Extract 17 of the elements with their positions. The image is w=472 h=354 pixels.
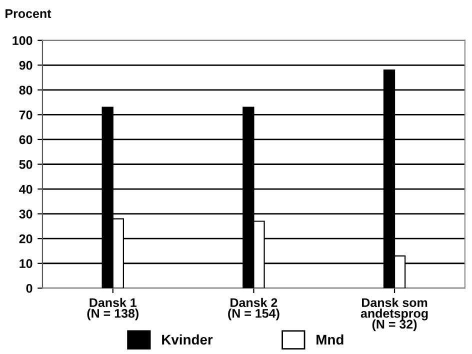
y-tick-label: 10 — [20, 259, 32, 268]
y-tick-label: 100 — [12, 36, 32, 46]
y-tick-label: 20 — [19, 234, 32, 244]
x-tick-label: Dansk 2 (N = 154) — [228, 298, 280, 320]
y-tick-label: 70 — [19, 110, 32, 120]
y-tick-label: 80 — [19, 86, 32, 95]
x-tick-label: Dansk som andetsprog (N = 32) — [360, 298, 428, 332]
y-tick-label: 90 — [19, 60, 32, 70]
y-tick-label: 60 — [19, 135, 32, 144]
x-tick-label: Dansk 1 (N = 138) — [87, 298, 138, 320]
y-tick-label: 50 — [19, 160, 32, 169]
legend-label: Mnd — [316, 334, 344, 345]
y-axis-title: Procent — [6, 9, 52, 18]
y-tick-label: 0 — [26, 284, 32, 293]
y-tick-label: 30 — [19, 210, 32, 218]
y-tick-label: 40 — [19, 184, 32, 194]
legend-label: Kvinder — [162, 334, 213, 345]
